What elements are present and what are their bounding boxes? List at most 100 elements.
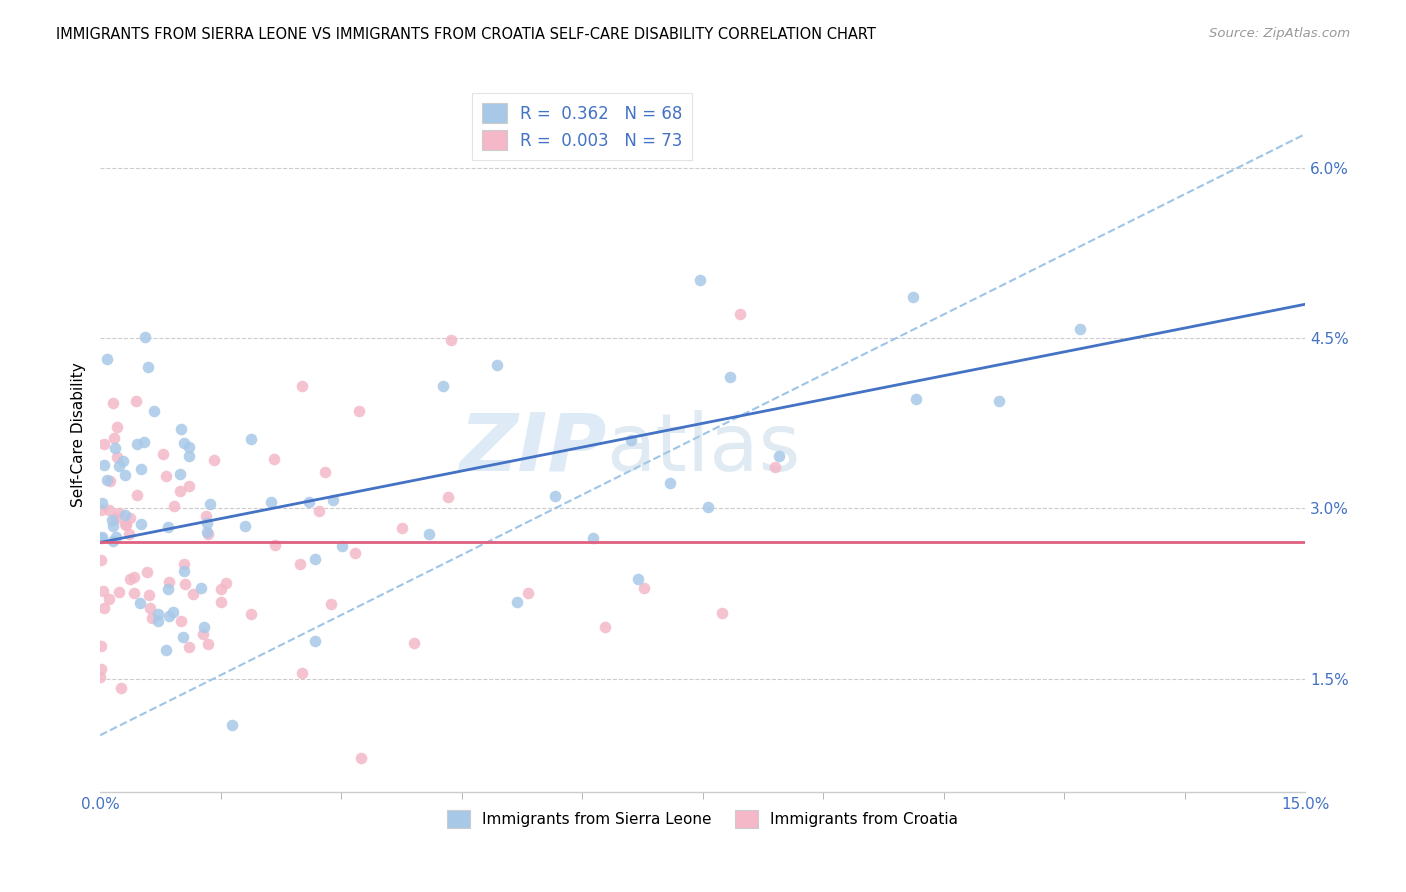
- Point: [91, 584, 114, 599]
- Point: [517, 586, 540, 600]
- Point: [93, 437, 115, 451]
- Point: [115, 517, 138, 532]
- Point: [90, 503, 112, 517]
- Point: [763, 460, 786, 475]
- Point: [90, 531, 112, 545]
- Point: [105, 450, 128, 465]
- Point: [105, 419, 128, 434]
- Point: [437, 491, 460, 505]
- Point: [108, 585, 131, 599]
- Point: [93, 601, 115, 615]
- Point: [711, 607, 734, 621]
- Point: [118, 572, 141, 586]
- Point: [202, 452, 225, 467]
- Point: [439, 333, 461, 347]
- Point: [90, 662, 112, 676]
- Point: [170, 614, 193, 628]
- Point: [105, 530, 128, 544]
- Point: [148, 607, 170, 622]
- Point: [96, 473, 118, 487]
- Point: [101, 513, 124, 527]
- Point: [432, 378, 454, 392]
- Point: [718, 369, 741, 384]
- Point: [132, 435, 155, 450]
- Point: [125, 488, 148, 502]
- Point: [169, 483, 191, 498]
- Point: [136, 566, 159, 580]
- Point: [174, 577, 197, 591]
- Point: [103, 431, 125, 445]
- Point: [103, 533, 125, 548]
- Point: [100, 474, 122, 488]
- Point: [169, 467, 191, 481]
- Point: [157, 520, 180, 534]
- Point: [98, 502, 121, 516]
- Point: [183, 587, 205, 601]
- Point: [239, 432, 262, 446]
- Point: [101, 519, 124, 533]
- Point: [98, 591, 121, 606]
- Point: [901, 290, 924, 304]
- Point: [163, 499, 186, 513]
- Point: [104, 442, 127, 456]
- Point: [136, 360, 159, 375]
- Point: [157, 608, 180, 623]
- Point: [330, 539, 353, 553]
- Point: [191, 627, 214, 641]
- Point: [194, 509, 217, 524]
- Point: [195, 516, 218, 531]
- Point: [107, 506, 129, 520]
- Point: [90, 553, 112, 567]
- Point: [134, 330, 156, 344]
- Point: [209, 582, 232, 597]
- Point: [343, 546, 366, 560]
- Point: [233, 518, 256, 533]
- Point: [162, 605, 184, 619]
- Point: [197, 637, 219, 651]
- Text: ZIP: ZIP: [458, 410, 606, 488]
- Point: [172, 630, 194, 644]
- Point: [193, 620, 215, 634]
- Point: [195, 524, 218, 539]
- Point: [179, 479, 201, 493]
- Point: [124, 570, 146, 584]
- Point: [101, 396, 124, 410]
- Y-axis label: Self-Care Disability: Self-Care Disability: [72, 362, 86, 507]
- Point: [96, 352, 118, 367]
- Point: [263, 451, 285, 466]
- Point: [264, 538, 287, 552]
- Point: [125, 393, 148, 408]
- Point: [215, 575, 238, 590]
- Point: [304, 552, 326, 566]
- Point: [93, 458, 115, 472]
- Point: [198, 497, 221, 511]
- Point: [173, 558, 195, 572]
- Point: [128, 596, 150, 610]
- Point: [148, 615, 170, 629]
- Point: [291, 378, 314, 392]
- Point: [304, 633, 326, 648]
- Point: [114, 467, 136, 482]
- Point: [157, 582, 180, 596]
- Point: [177, 440, 200, 454]
- Point: [291, 665, 314, 680]
- Point: [177, 640, 200, 654]
- Point: [129, 462, 152, 476]
- Point: [177, 449, 200, 463]
- Point: [155, 643, 177, 657]
- Point: [321, 597, 343, 611]
- Point: [322, 492, 344, 507]
- Point: [111, 453, 134, 467]
- Point: [350, 750, 373, 764]
- Point: [170, 422, 193, 436]
- Legend: Immigrants from Sierra Leone, Immigrants from Croatia: Immigrants from Sierra Leone, Immigrants…: [441, 804, 965, 834]
- Point: [658, 476, 681, 491]
- Point: [314, 465, 336, 479]
- Text: IMMIGRANTS FROM SIERRA LEONE VS IMMIGRANTS FROM CROATIA SELF-CARE DISABILITY COR: IMMIGRANTS FROM SIERRA LEONE VS IMMIGRAN…: [56, 27, 876, 42]
- Point: [138, 601, 160, 615]
- Point: [105, 511, 128, 525]
- Point: [543, 490, 565, 504]
- Point: [190, 582, 212, 596]
- Point: [620, 434, 643, 448]
- Point: [728, 307, 751, 321]
